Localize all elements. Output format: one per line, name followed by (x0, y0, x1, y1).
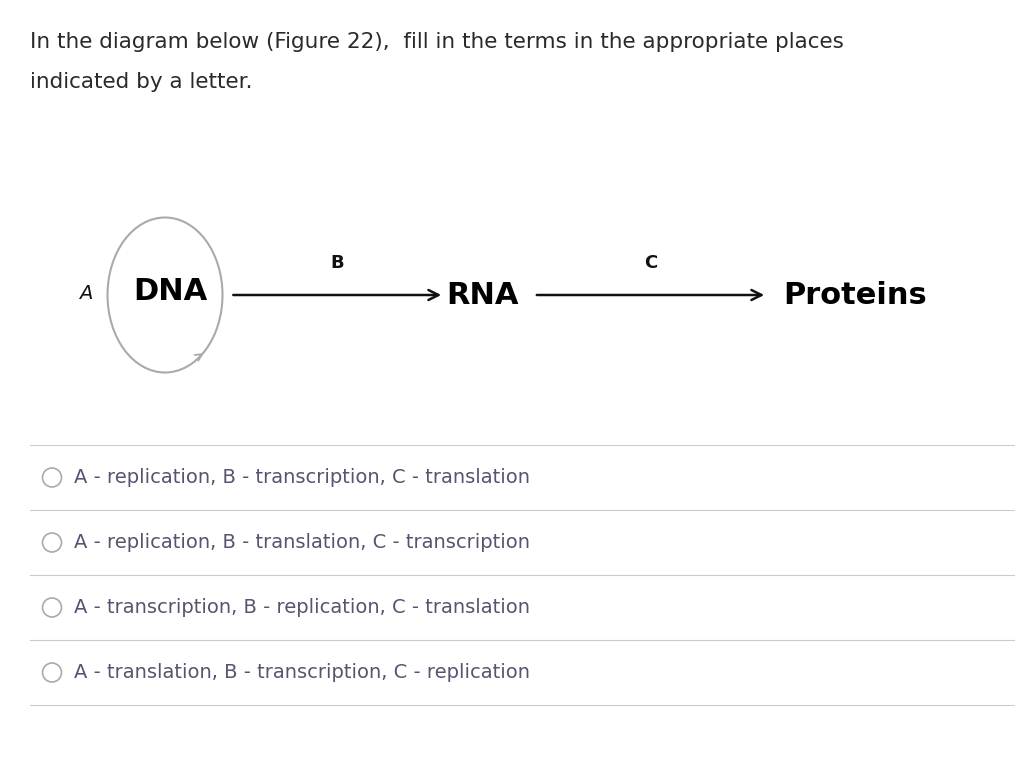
Text: indicated by a letter.: indicated by a letter. (30, 72, 252, 92)
Text: RNA: RNA (446, 281, 518, 310)
Text: A: A (79, 284, 92, 303)
Text: In the diagram below (Figure 22),  fill in the terms in the appropriate places: In the diagram below (Figure 22), fill i… (30, 32, 844, 52)
Text: A - transcription, B - replication, C - translation: A - transcription, B - replication, C - … (74, 598, 530, 617)
Text: DNA: DNA (133, 278, 207, 307)
Text: B: B (331, 254, 344, 272)
Text: C: C (644, 254, 658, 272)
Text: Proteins: Proteins (783, 281, 926, 310)
Text: A - translation, B - transcription, C - replication: A - translation, B - transcription, C - … (74, 663, 530, 682)
Text: A - replication, B - transcription, C - translation: A - replication, B - transcription, C - … (74, 468, 530, 487)
Text: A - replication, B - translation, C - transcription: A - replication, B - translation, C - tr… (74, 533, 530, 552)
